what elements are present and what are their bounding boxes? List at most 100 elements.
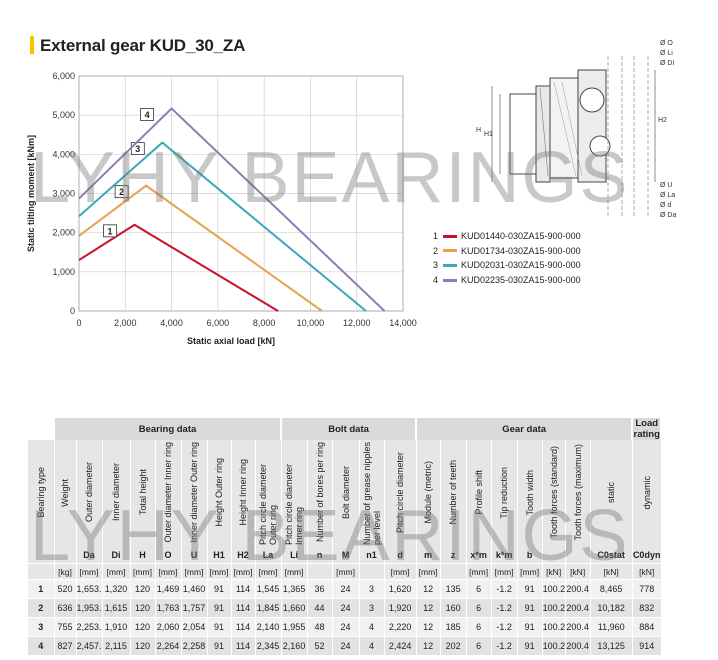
table-cell: 1,845 [255,598,282,618]
column-symbol: n [307,547,333,564]
series-marker-box [103,224,117,238]
table-cell: 1,910 [102,617,131,637]
table-cell: 120 [130,617,156,637]
table-cell: 91 [207,598,232,618]
table-cell: 2,054 [181,617,208,637]
table-cell: 2,457.6 [76,636,103,655]
column-symbol: b [517,547,543,564]
column-symbol: C0stat [590,547,633,564]
column-unit: [mm] [466,563,492,580]
legend-item: 3 KUD02031-030ZA15-900-000 [433,260,581,271]
table-cell: 2,424 [384,636,417,655]
table-cell: 11,960 [590,617,633,637]
table-cell: 200.4 [565,617,591,637]
bearing-cross-section-drawing: Ø O Ø Li Ø DI Ø U Ø La Ø d Ø Da H H1 H2 [476,40,676,219]
table-cell: -1.2 [491,598,518,618]
table-row: 48272,457.62,1151202,2642,258911142,3452… [28,636,662,655]
x-axis-label: Static axial load [kN] [187,336,275,346]
table-cell: 3 [28,617,55,637]
drawing-body [491,56,656,216]
table-cell: 1,469 [155,579,182,599]
column-symbol: x*m [466,547,492,564]
table-cell: 636 [54,598,77,618]
table-cell: 91 [207,579,232,599]
table-cell: -1.2 [491,636,518,655]
x-tick-label: 4,000 [160,318,183,328]
table-cell: 36 [307,579,333,599]
column-unit [359,563,385,580]
column-symbol: C0dyn [632,547,662,564]
table-cell: 1,365 [281,579,308,599]
column-unit: [mm] [384,563,417,580]
legend-swatch [443,278,457,282]
x-tick-label: 14,000 [389,318,417,328]
column-name: Bolt diameter [332,440,360,547]
column-unit: [mm] [76,563,103,580]
y-tick-label: 2,000 [52,228,75,238]
column-name: Pitch circle diameter Outer ring [255,440,282,547]
table-cell: 2,253.6 [76,617,103,637]
dim-la: Ø La [660,192,675,199]
table-cell: 4 [359,636,385,655]
column-unit: [mm] [207,563,232,580]
table-cell: 91 [517,598,543,618]
column-name: Outer diameter [76,440,103,547]
table-cell: 202 [440,636,467,655]
table-cell: 1,955 [281,617,308,637]
chart-legend: 1 KUD01440-030ZA15-900-000 2 KUD01734-03… [433,229,581,287]
table-cell: 1,757 [181,598,208,618]
dim-li: Ø Li [660,50,673,57]
series-line-2 [78,184,323,312]
series-marker-label: 2 [119,187,124,197]
dim-di: Ø DI [660,60,674,67]
dim-u: Ø U [660,182,672,189]
table-cell: 2,345 [255,636,282,655]
table-cell: 1,545 [255,579,282,599]
table-cell: 1,320 [102,579,131,599]
table-cell: 2,160 [281,636,308,655]
dim-o: Ø O [660,40,673,47]
table-column-units: [kg] [mm] [mm] [mm] [mm] [mm] [mm] [mm] [mm] [mm]… [28,563,662,580]
column-unit: [mm] [517,563,543,580]
series-line-1 [78,223,279,312]
group-header: Bolt data [281,418,418,440]
table-cell: 114 [231,617,256,637]
table-cell: 1,763 [155,598,182,618]
column-symbol [542,547,566,564]
table-cell: 6 [466,579,492,599]
column-symbol: O [155,547,182,564]
table-cell: 8,465 [590,579,633,599]
column-name: Tip reduction [491,440,518,547]
legend-swatch [443,249,457,253]
table-cell: 12 [416,579,441,599]
column-symbol: H1 [207,547,232,564]
load-chart: 0 2,000 4,000 6,000 8,000 10,000 12,000 14,0000… [26,71,417,346]
series-marker-box [140,108,154,121]
dim-da: Ø Da [660,212,676,219]
column-unit: [kN] [632,563,662,580]
table-cell: 755 [54,617,77,637]
y-tick-label: 3,000 [52,189,75,199]
column-name: Tooth forces (maximum) [565,440,591,547]
table-cell: 100.2 [542,636,566,655]
table-cell: 91 [207,636,232,655]
column-symbol: Da [76,547,103,564]
column-symbol: H [130,547,156,564]
legend-swatch [443,263,457,267]
table-cell: 114 [231,636,256,655]
table-cell: 91 [517,617,543,637]
legend-item: 2 KUD01734-030ZA15-900-000 [433,245,581,256]
table-cell: 120 [130,598,156,618]
column-unit: [mm] [491,563,518,580]
column-name: Module (metric) [416,440,441,547]
column-unit: [mm] [281,563,308,580]
table-row: 37552,253.61,9101202,0602,054911142,1401… [28,617,662,637]
table-cell: 6 [466,598,492,618]
column-name: Number of grease nipples per level [359,440,385,547]
table-cell: 6 [466,617,492,637]
table-cell: 135 [440,579,467,599]
column-symbol: m [416,547,441,564]
table-cell: 2,264 [155,636,182,655]
series-marker-box [114,185,129,199]
table-cell: 91 [517,579,543,599]
